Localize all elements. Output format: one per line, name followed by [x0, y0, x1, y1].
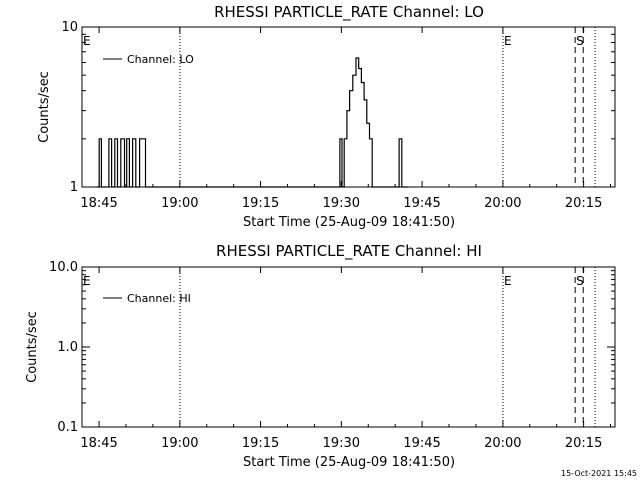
- marker-label: E: [83, 34, 91, 48]
- x-tick-label: 18:45: [80, 196, 117, 211]
- x-tick-label: 19:45: [403, 196, 440, 211]
- x-tick-label: 19:30: [323, 436, 360, 451]
- legend: Channel: HI: [103, 292, 191, 305]
- chart-panel-hi: RHESSI PARTICLE_RATE Channel: HI E E S 18:…: [25, 242, 616, 470]
- y-tick-label: 10.0: [49, 260, 78, 275]
- x-tick-label: 19:30: [323, 196, 360, 211]
- marker-label: S: [576, 274, 584, 288]
- x-axis-ticks: 18:45 19:00 19:15 19:30 19:45 20:00 20:15: [80, 27, 612, 211]
- x-tick-label: 20:00: [484, 196, 521, 211]
- series-group: [97, 57, 409, 188]
- y-tick-label: 1.0: [57, 340, 78, 355]
- series-line: [97, 57, 409, 188]
- y-tick-label: 0.1: [57, 420, 78, 435]
- plot-frame: [81, 266, 616, 428]
- x-tick-label: 18:45: [80, 436, 117, 451]
- chart-title: RHESSI PARTICLE_RATE Channel: LO: [214, 3, 484, 22]
- timestamp-footer: 15-Oct-2021 15:45: [561, 469, 637, 478]
- marker-label: E: [83, 274, 91, 288]
- legend-entry: Channel: LO: [127, 53, 194, 66]
- marker-label: E: [504, 274, 512, 288]
- marker-label: E: [504, 34, 512, 48]
- x-tick-label: 19:15: [242, 196, 279, 211]
- marker-label: S: [576, 34, 584, 48]
- y-axis-label: Counts/sec: [37, 71, 52, 143]
- x-axis-ticks: 18:45 19:00 19:15 19:30 19:45 20:00 20:15: [80, 267, 612, 451]
- x-axis-label: Start Time (25-Aug-09 18:41:50): [243, 215, 455, 230]
- y-axis-ticks: 1 10: [61, 20, 615, 195]
- x-tick-label: 19:00: [161, 196, 198, 211]
- plot-frame: [81, 26, 616, 188]
- y-tick-label: 10: [61, 20, 78, 35]
- chart-panel-lo: RHESSI PARTICLE_RATE Channel: LO E E S 18:…: [37, 3, 616, 230]
- legend-entry: Channel: HI: [127, 292, 191, 305]
- x-tick-label: 19:15: [242, 436, 279, 451]
- y-axis-ticks: 0.1 1.0 10.0: [49, 260, 615, 435]
- x-tick-label: 19:45: [403, 436, 440, 451]
- x-tick-label: 20:15: [565, 436, 602, 451]
- y-tick-label: 1: [70, 180, 78, 195]
- x-tick-label: 19:00: [161, 436, 198, 451]
- x-axis-label: Start Time (25-Aug-09 18:41:50): [243, 455, 455, 470]
- y-axis-label: Counts/sec: [25, 311, 40, 383]
- legend: Channel: LO: [103, 53, 194, 66]
- x-tick-label: 20:00: [484, 436, 521, 451]
- chart-title: RHESSI PARTICLE_RATE Channel: HI: [216, 242, 482, 261]
- x-tick-label: 20:15: [565, 196, 602, 211]
